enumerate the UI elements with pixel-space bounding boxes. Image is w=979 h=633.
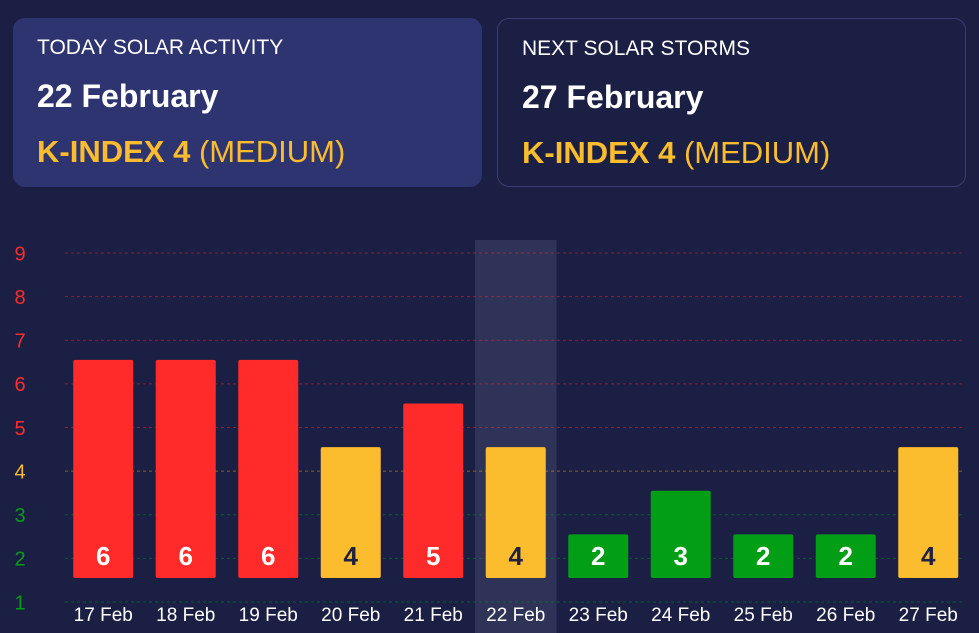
x-tick-label: 22 Feb bbox=[486, 605, 545, 626]
bar-value-label: 6 bbox=[96, 541, 110, 571]
x-tick-label: 25 Feb bbox=[734, 605, 793, 626]
bar bbox=[650, 490, 711, 578]
bar bbox=[238, 359, 299, 578]
bar-value-label: 2 bbox=[756, 541, 770, 571]
bar bbox=[568, 534, 629, 578]
card-date: 22 February bbox=[37, 78, 219, 114]
bar-value-label: 4 bbox=[509, 541, 524, 571]
x-tick-label: 18 Feb bbox=[156, 605, 215, 626]
bar bbox=[485, 447, 546, 578]
card-kindex: K-INDEX 4 (MEDIUM) bbox=[37, 134, 345, 170]
x-tick-label: 21 Feb bbox=[404, 605, 463, 626]
bar-value-label: 3 bbox=[674, 541, 688, 571]
y-tick-label: 3 bbox=[14, 505, 25, 527]
x-tick-label: 23 Feb bbox=[569, 605, 628, 626]
bar bbox=[320, 447, 381, 578]
y-tick-label: 6 bbox=[14, 374, 25, 396]
level: (MEDIUM) bbox=[683, 135, 831, 170]
bar-value-label: 2 bbox=[839, 541, 853, 571]
bar-value-label: 2 bbox=[591, 541, 605, 571]
card-date: 27 February bbox=[522, 79, 704, 115]
bar bbox=[73, 359, 134, 578]
y-tick-label: 1 bbox=[14, 592, 25, 614]
kindex: K-INDEX 4 bbox=[37, 134, 191, 169]
bar-value-label: 5 bbox=[426, 541, 440, 571]
bar-value-label: 4 bbox=[921, 541, 936, 571]
bar-value-label: 4 bbox=[344, 541, 359, 571]
y-tick-label: 5 bbox=[14, 418, 25, 440]
bar bbox=[815, 534, 876, 578]
next-card: NEXT SOLAR STORMS 27 February K-INDEX 4 … bbox=[497, 18, 966, 187]
y-tick-label: 9 bbox=[14, 243, 25, 265]
bar-value-label: 6 bbox=[261, 541, 275, 571]
y-tick-label: 2 bbox=[14, 549, 25, 571]
today-card: TODAY SOLAR ACTIVITY 22 February K-INDEX… bbox=[13, 18, 482, 187]
y-tick-label: 8 bbox=[14, 287, 25, 309]
x-tick-label: 19 Feb bbox=[239, 605, 298, 626]
x-tick-label: 20 Feb bbox=[321, 605, 380, 626]
x-tick-label: 17 Feb bbox=[74, 605, 133, 626]
bar bbox=[733, 534, 794, 578]
kindex: K-INDEX 4 bbox=[522, 135, 676, 170]
x-tick-label: 27 Feb bbox=[899, 605, 958, 626]
y-tick-label: 4 bbox=[14, 461, 25, 483]
bar bbox=[155, 359, 216, 578]
bar-value-label: 6 bbox=[179, 541, 193, 571]
bar bbox=[898, 447, 959, 578]
bar bbox=[403, 403, 464, 578]
card-label: TODAY SOLAR ACTIVITY bbox=[37, 36, 284, 59]
level: (MEDIUM) bbox=[198, 134, 346, 169]
card-label: NEXT SOLAR STORMS bbox=[522, 37, 750, 60]
x-tick-label: 24 Feb bbox=[651, 605, 710, 626]
y-tick-label: 7 bbox=[14, 331, 25, 353]
card-kindex: K-INDEX 4 (MEDIUM) bbox=[522, 135, 830, 171]
x-tick-label: 26 Feb bbox=[816, 605, 875, 626]
